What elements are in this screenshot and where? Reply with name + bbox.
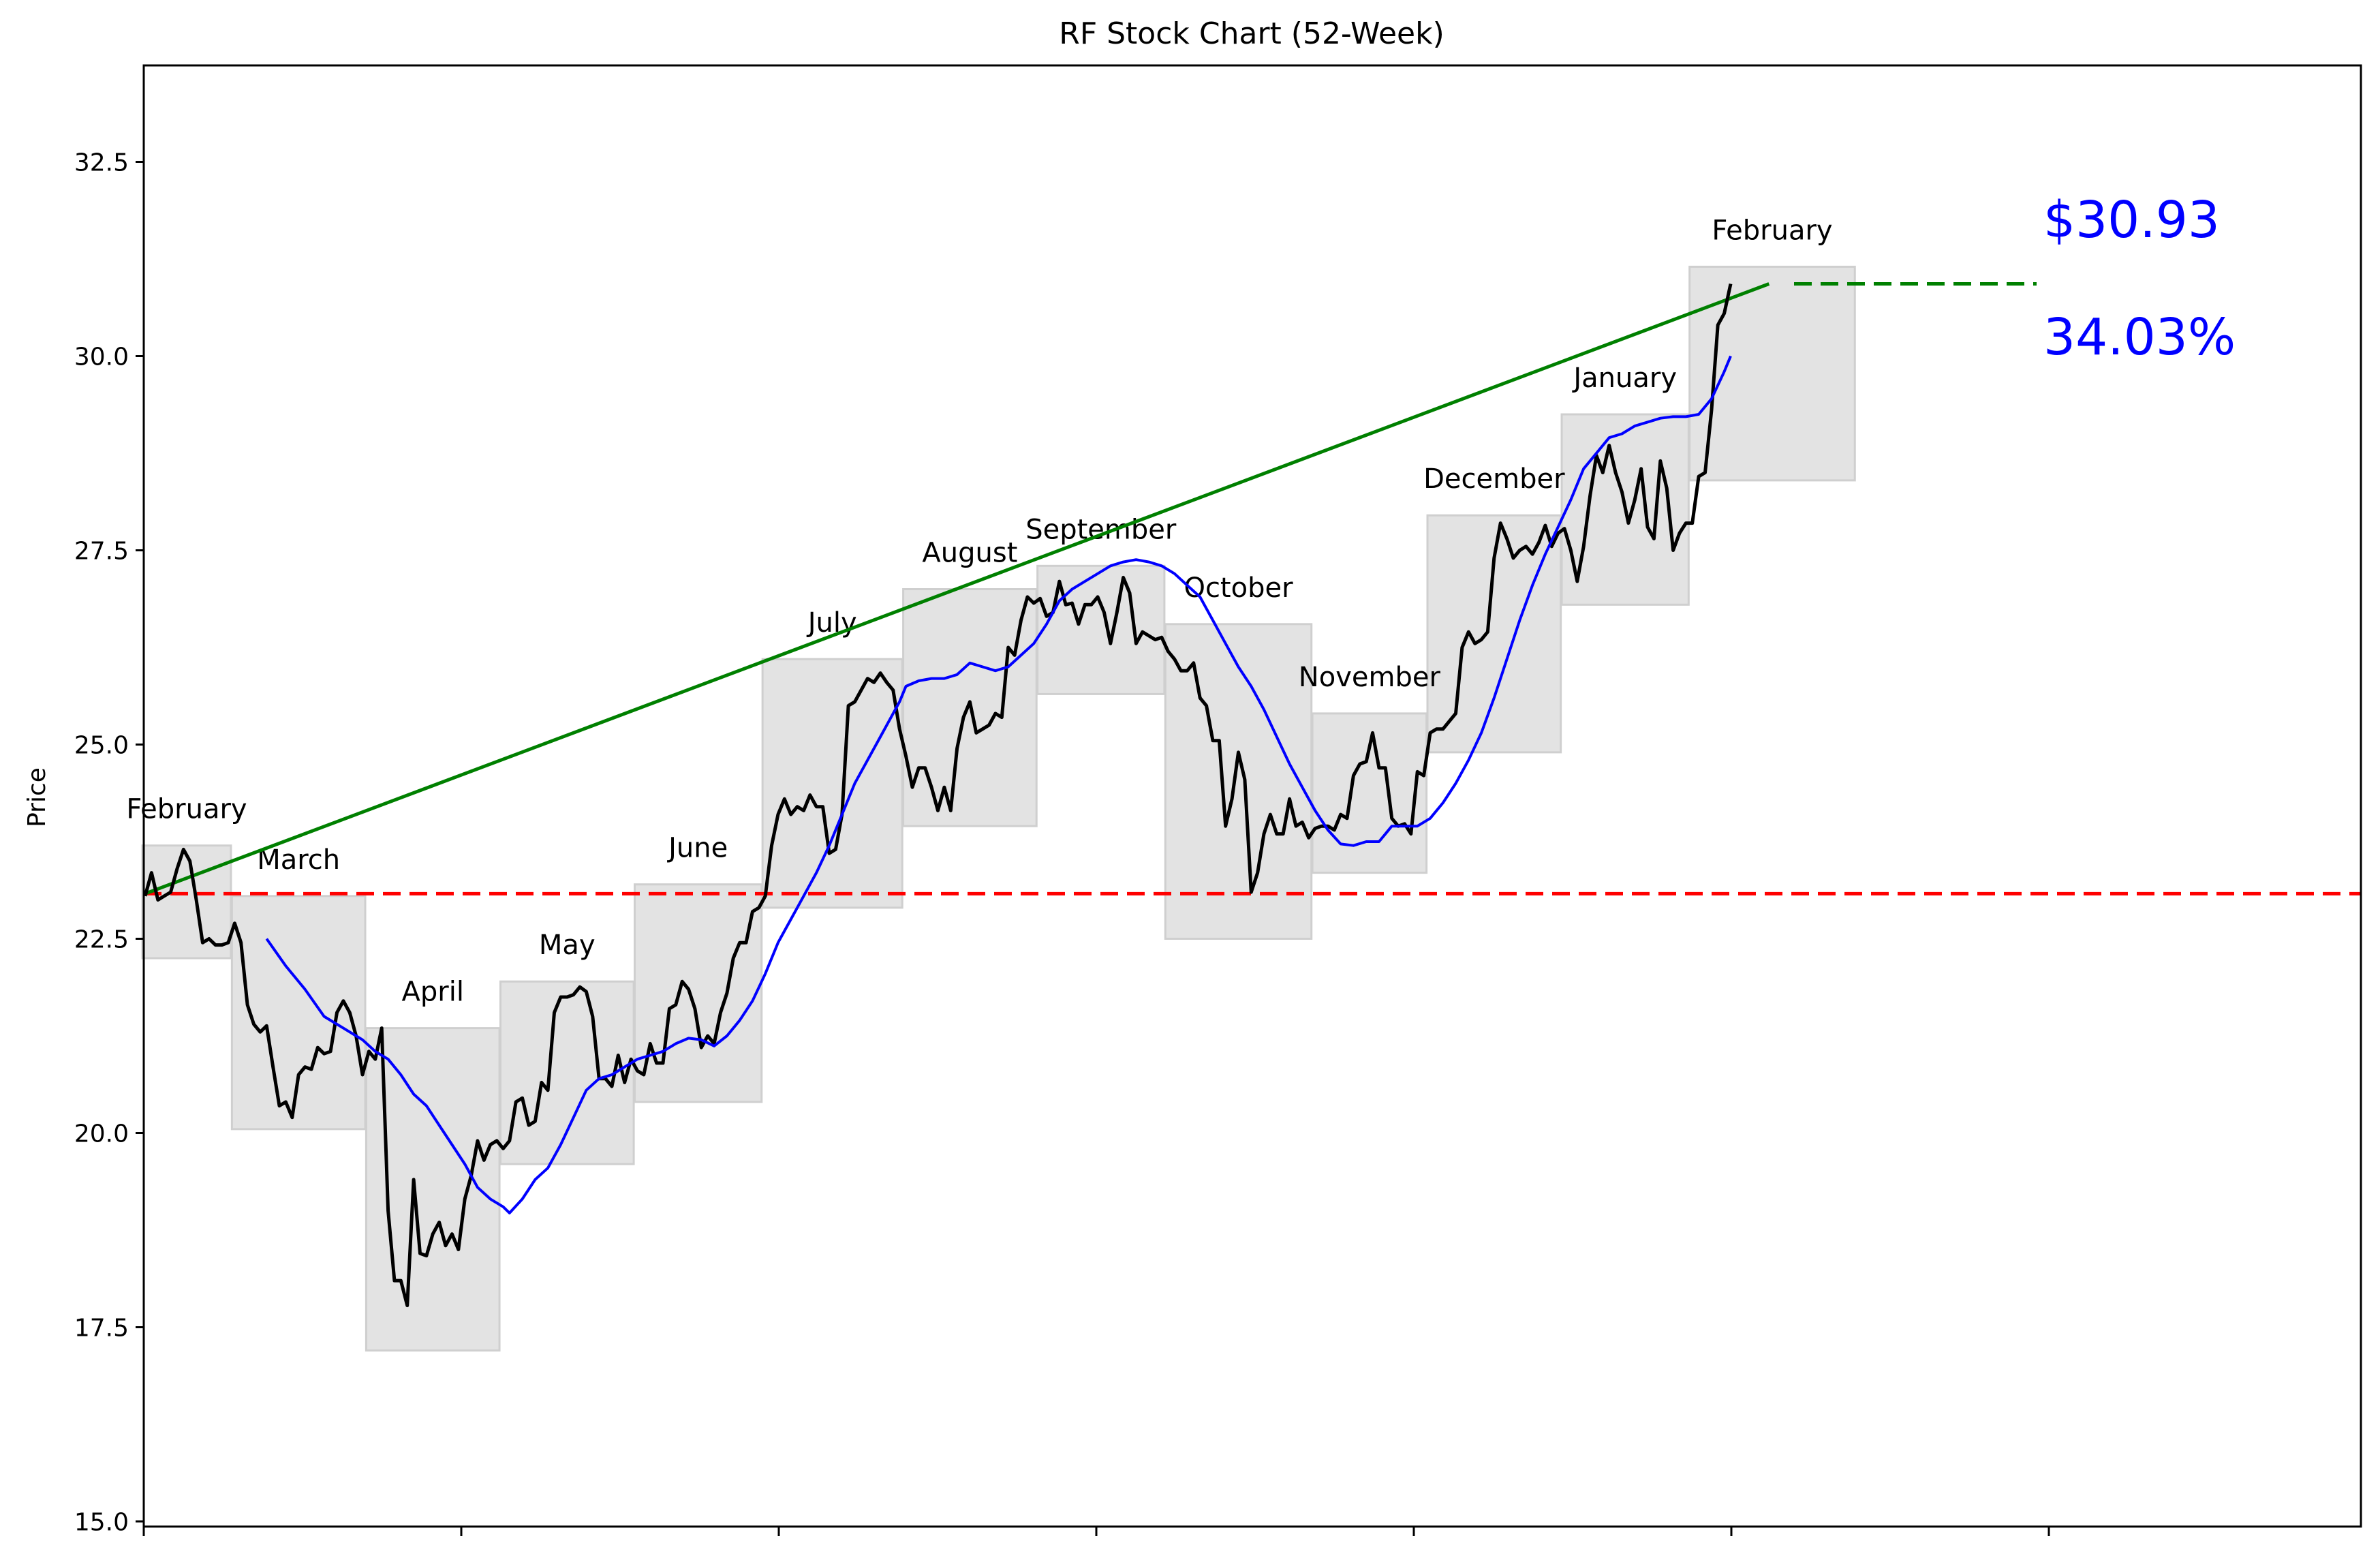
y-tick-label: 22.5 <box>74 926 129 954</box>
trend-line <box>144 282 1770 895</box>
y-tick-label: 32.5 <box>74 149 129 177</box>
chart-title: RF Stock Chart (52-Week) <box>1059 16 1444 51</box>
axes: 15.0 17.5 20.0 22.5 25.0 27.5 30.0 32.5 <box>74 64 2362 1537</box>
y-tick-label: 27.5 <box>74 538 129 566</box>
month-label: February <box>1712 215 1832 246</box>
month-label: March <box>257 844 340 876</box>
month-box <box>1164 623 1313 940</box>
month-label: January <box>1571 363 1677 394</box>
month-label: December <box>1423 463 1565 495</box>
y-tick-label: 25.0 <box>74 732 129 760</box>
month-label: May <box>539 930 596 961</box>
month-boxes <box>141 265 1856 1352</box>
y-axis-label: Price <box>23 767 51 827</box>
month-label: April <box>402 977 464 1008</box>
month-label: February <box>126 794 247 825</box>
moving-average-line <box>265 355 1732 1214</box>
percent-change-annotation: 34.03% <box>2043 308 2236 367</box>
month-box <box>230 895 367 1131</box>
y-tick-label: 15.0 <box>74 1509 129 1537</box>
month-label: September <box>1025 514 1177 545</box>
month-labels: February March April May June July August Septe… <box>126 215 1832 1007</box>
y-tick-label: 20.0 <box>74 1120 129 1148</box>
month-label: August <box>922 538 1017 569</box>
month-box <box>1036 564 1166 695</box>
month-label: November <box>1299 662 1441 693</box>
month-box <box>141 844 232 960</box>
current-price-annotation: $30.93 <box>2043 191 2220 249</box>
y-tick-label: 17.5 <box>74 1315 129 1343</box>
y-tick-label: 30.0 <box>74 343 129 371</box>
price-line <box>143 283 1733 1308</box>
plot-frame <box>142 64 2362 1528</box>
month-box <box>633 883 763 1103</box>
month-box <box>761 658 903 909</box>
series-lines <box>143 281 2361 1308</box>
month-label: June <box>666 833 728 864</box>
annotations: $30.93 34.03% <box>2043 191 2236 367</box>
month-box <box>1311 712 1428 874</box>
month-label: July <box>806 607 857 639</box>
